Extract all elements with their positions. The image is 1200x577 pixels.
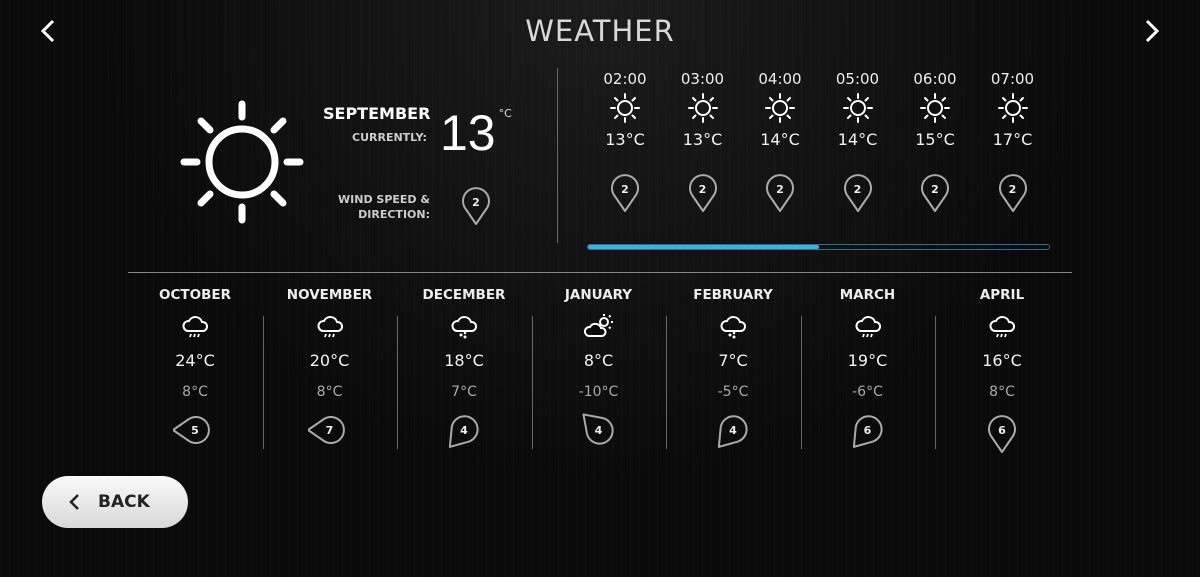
wind-direction-icon: 6 bbox=[846, 410, 890, 454]
hourly-forecast-item: 04:00 14°C 2 bbox=[745, 70, 815, 213]
sun-icon bbox=[823, 92, 893, 124]
currently-label: CURRENTLY: bbox=[352, 131, 427, 144]
hourly-forecast-item: 05:00 14°C 2 bbox=[823, 70, 893, 213]
low-temperature: 7°C bbox=[451, 384, 477, 400]
hour-time: 07:00 bbox=[990, 70, 1035, 88]
divider bbox=[666, 316, 667, 449]
month-name: JANUARY bbox=[564, 287, 633, 303]
divider bbox=[262, 316, 264, 449]
wind-direction-icon: 7 bbox=[307, 410, 352, 454]
low-temperature: 8°C bbox=[316, 384, 343, 400]
divider bbox=[557, 68, 558, 243]
high-temperature: 7°C bbox=[718, 351, 748, 370]
current-temperature-group: 13 °C bbox=[440, 104, 512, 162]
divider bbox=[935, 316, 936, 449]
rain-cloud-icon bbox=[135, 311, 255, 345]
sun-icon bbox=[176, 96, 308, 232]
wind-direction-icon: 2 bbox=[758, 169, 802, 213]
high-temperature: 24°C bbox=[175, 351, 215, 370]
hourly-forecast-item: 06:00 15°C 2 bbox=[900, 70, 970, 213]
high-temperature: 18°C bbox=[444, 351, 484, 370]
high-temperature: 19°C bbox=[847, 351, 888, 370]
sun-icon bbox=[900, 92, 970, 124]
sun-icon bbox=[978, 92, 1048, 124]
monthly-forecast-item: JANUARY 8°C -10°C 4 bbox=[539, 287, 659, 454]
rain-cloud-icon bbox=[808, 311, 928, 345]
wind-direction-icon: 5 bbox=[173, 410, 217, 454]
wind-direction-icon: 2 bbox=[681, 169, 725, 213]
current-wind: 2 bbox=[454, 182, 498, 226]
month-name: NOVEMBER bbox=[286, 287, 373, 303]
chevron-left-icon bbox=[69, 494, 79, 510]
low-temperature: -6°C bbox=[852, 384, 883, 400]
sun-icon bbox=[590, 92, 660, 124]
sun-icon bbox=[745, 92, 815, 124]
snow-cloud-icon bbox=[673, 311, 793, 345]
low-temperature: -10°C bbox=[578, 384, 619, 400]
back-label: BACK bbox=[98, 492, 150, 512]
month-name: MARCH bbox=[839, 287, 896, 303]
wind-direction-icon: 4 bbox=[442, 410, 486, 454]
current-temperature: 13 bbox=[440, 105, 496, 161]
month-name: FEBRUARY bbox=[693, 287, 773, 303]
hour-time: 02:00 bbox=[603, 70, 647, 88]
chevron-right-icon[interactable] bbox=[1142, 16, 1162, 54]
wind-direction-icon: 2 bbox=[603, 169, 647, 213]
low-temperature: 8°C bbox=[182, 384, 208, 400]
month-name: OCTOBER bbox=[159, 287, 231, 303]
high-temperature: 20°C bbox=[309, 351, 350, 370]
back-button[interactable]: BACK bbox=[42, 476, 188, 528]
wind-direction-icon: 2 bbox=[836, 169, 880, 213]
current-month: SEPTEMBER bbox=[323, 104, 431, 123]
wind-direction-icon: 2 bbox=[913, 169, 957, 213]
hour-temperature: 14°C bbox=[837, 130, 878, 149]
wind-label: WIND SPEED & DIRECTION: bbox=[338, 193, 430, 221]
wind-direction-icon: 4 bbox=[577, 410, 621, 454]
monthly-forecast-item: NOVEMBER 20°C 8°C 7 bbox=[270, 287, 390, 454]
monthly-forecast-item: FEBRUARY 7°C -5°C 4 bbox=[673, 287, 793, 454]
wind-direction-icon: 2 bbox=[454, 182, 498, 226]
rain-cloud-icon bbox=[270, 311, 390, 345]
hourly-forecast-item: 02:00 13°C 2 bbox=[590, 70, 660, 213]
month-name: APRIL bbox=[979, 287, 1025, 303]
hourly-scrollbar[interactable] bbox=[587, 244, 1050, 250]
temperature-unit: °C bbox=[498, 107, 512, 120]
divider bbox=[128, 272, 1072, 273]
monthly-forecast-item: OCTOBER 24°C 8°C 5 bbox=[135, 287, 255, 454]
scrollbar-thumb[interactable] bbox=[588, 245, 819, 249]
low-temperature: 8°C bbox=[989, 384, 1015, 400]
hour-temperature: 17°C bbox=[992, 130, 1033, 149]
low-temperature: -5°C bbox=[717, 384, 749, 400]
monthly-forecast-item: DECEMBER 18°C 7°C 4 bbox=[404, 287, 524, 454]
rain-cloud-icon bbox=[942, 311, 1062, 345]
high-temperature: 8°C bbox=[583, 351, 614, 370]
divider bbox=[397, 316, 398, 449]
divider bbox=[531, 316, 533, 449]
page-title: WEATHER bbox=[525, 14, 675, 48]
hour-temperature: 13°C bbox=[682, 130, 723, 149]
hour-temperature: 14°C bbox=[760, 130, 800, 149]
chevron-left-icon[interactable] bbox=[38, 16, 58, 54]
hour-temperature: 13°C bbox=[605, 130, 645, 149]
hourly-forecast-item: 07:00 17°C 2 bbox=[978, 70, 1048, 213]
snow-cloud-icon bbox=[404, 311, 524, 345]
hour-time: 04:00 bbox=[758, 70, 802, 88]
hour-time: 05:00 bbox=[835, 70, 880, 88]
partly-cloudy-icon bbox=[539, 311, 659, 345]
hour-time: 03:00 bbox=[680, 70, 725, 88]
wind-direction-icon: 4 bbox=[711, 410, 755, 454]
month-name: DECEMBER bbox=[422, 287, 506, 303]
monthly-forecast-item: APRIL 16°C 8°C 6 bbox=[942, 287, 1062, 454]
wind-direction-icon: 2 bbox=[991, 169, 1035, 213]
sun-icon bbox=[668, 92, 738, 124]
hour-time: 06:00 bbox=[913, 70, 957, 88]
high-temperature: 16°C bbox=[982, 351, 1022, 370]
monthly-forecast-item: MARCH 19°C -6°C 6 bbox=[808, 287, 928, 454]
divider bbox=[800, 316, 802, 449]
hour-temperature: 15°C bbox=[915, 130, 955, 149]
hourly-forecast-item: 03:00 13°C 2 bbox=[668, 70, 738, 213]
wind-direction-icon: 6 bbox=[980, 410, 1024, 454]
